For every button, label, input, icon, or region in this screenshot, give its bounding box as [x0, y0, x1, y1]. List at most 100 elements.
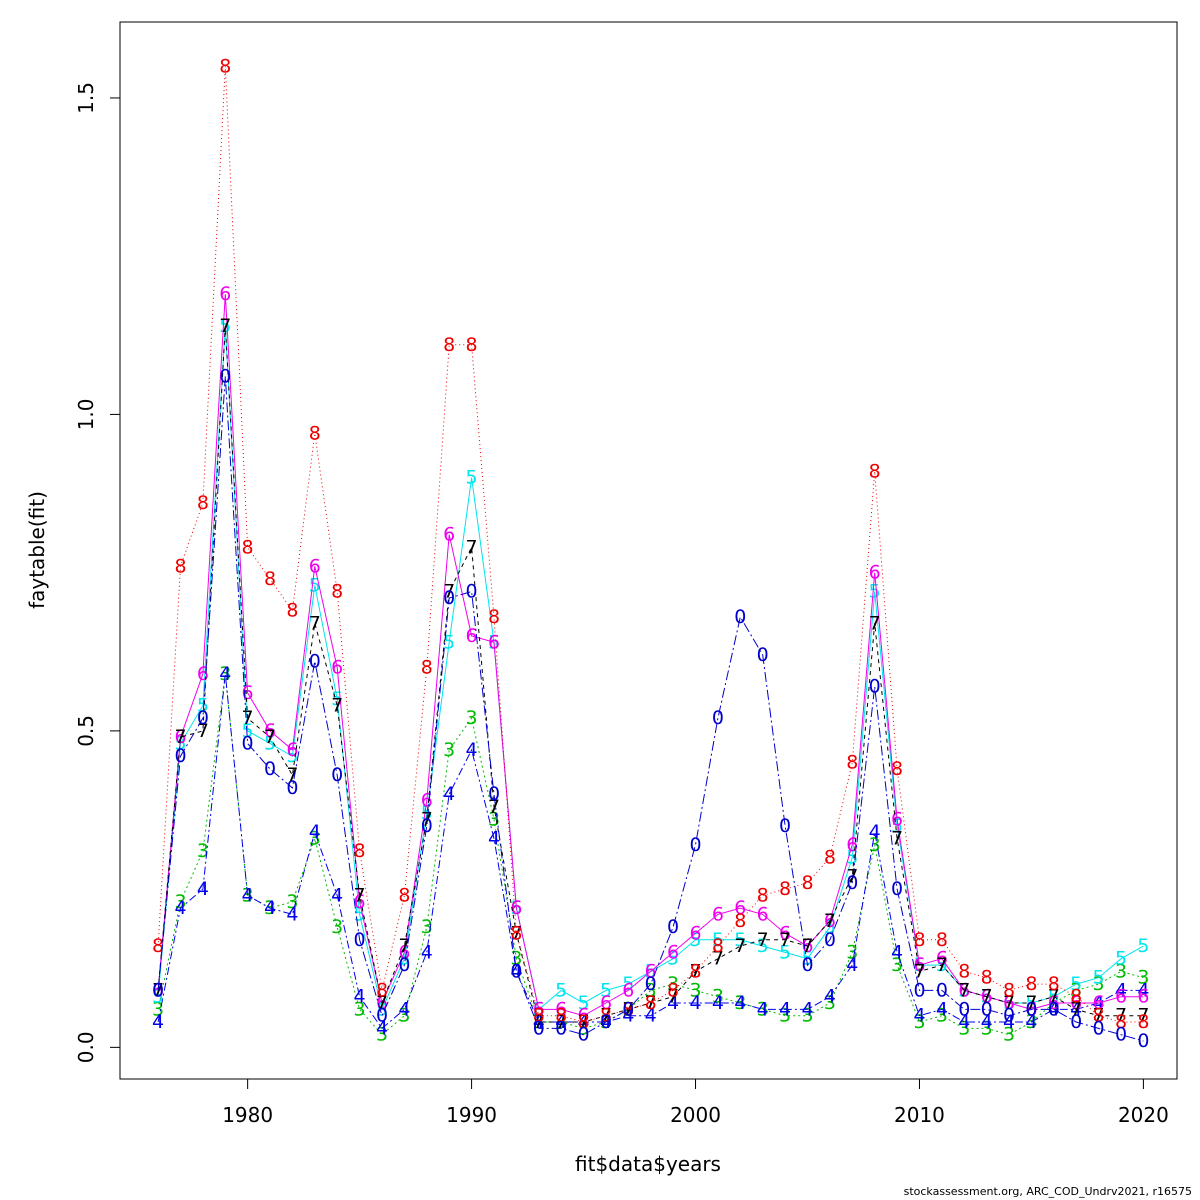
data-point-marker: 6: [510, 897, 522, 919]
data-point-marker: 0: [645, 973, 657, 995]
data-point-marker: 0: [846, 872, 858, 894]
series-line: [157, 325, 1144, 1011]
data-point-marker: 0: [174, 745, 186, 767]
data-point-marker: 3: [488, 809, 500, 831]
data-point-marker: 0: [197, 707, 209, 729]
data-point-marker: 7: [421, 809, 433, 831]
data-point-marker: 3: [466, 707, 478, 729]
data-point-marker: 8: [824, 847, 836, 869]
data-point-marker: 4: [219, 663, 231, 685]
data-point-marker: 7: [331, 695, 343, 717]
data-point-marker: 8: [667, 979, 679, 1001]
y-tick-label: 1.5: [74, 82, 98, 114]
data-point-marker: 8: [421, 657, 433, 679]
data-point-marker: 6: [174, 726, 186, 748]
data-point-marker: 0: [466, 581, 478, 603]
x-tick-label: 2020: [1118, 1103, 1169, 1127]
data-point-marker: 8: [1048, 973, 1060, 995]
data-point-marker: 4: [869, 821, 881, 843]
data-point-marker: 4: [846, 954, 858, 976]
data-point-marker: 7: [958, 979, 970, 1001]
data-point-marker: 0: [286, 777, 298, 799]
data-point-marker: 7: [891, 828, 903, 850]
data-point-marker: 3: [846, 941, 858, 963]
x-axis-label: fit$data$years: [575, 1152, 721, 1176]
data-point-marker: 0: [1048, 998, 1060, 1020]
data-point-marker: 0: [913, 979, 925, 1001]
data-point-marker: 8: [936, 929, 948, 951]
data-point-marker: 3: [242, 884, 254, 906]
x-axis: 1980 1990 2000 2010 2020: [222, 1078, 1169, 1127]
data-point-marker: 5: [1070, 973, 1082, 995]
data-point-marker: 8: [734, 910, 746, 932]
data-point-marker: 7: [757, 929, 769, 951]
data-point-marker: 5: [869, 581, 881, 603]
data-point-marker: 4: [398, 998, 410, 1020]
data-point-marker: 6: [734, 897, 746, 919]
data-point-marker: 8: [869, 460, 881, 482]
data-point-marker: 0: [1093, 1017, 1105, 1039]
data-point-marker: 8: [1115, 1011, 1127, 1033]
data-point-marker: 5: [1093, 967, 1105, 989]
data-point-marker: 7: [264, 726, 276, 748]
data-point-marker: 8: [622, 998, 634, 1020]
y-axis: 0.0 0.5 1.0 1.5: [74, 82, 121, 1063]
data-point-marker: 4: [174, 897, 186, 919]
data-point-marker: 4: [376, 1017, 388, 1039]
data-point-marker: 7: [219, 315, 231, 337]
data-point-marker: 7: [667, 986, 679, 1008]
data-point-marker: 3: [219, 663, 231, 685]
data-point-marker: 8: [152, 935, 164, 957]
data-point-marker: 0: [869, 676, 881, 698]
data-point-marker: 0: [398, 954, 410, 976]
series-line: [157, 376, 1144, 1042]
data-point-marker: 4: [779, 998, 791, 1020]
data-point-marker: 8: [264, 568, 276, 590]
data-point-marker: 8: [555, 1005, 567, 1027]
data-point-marker: 3: [174, 891, 186, 913]
data-point-marker: 0: [376, 1005, 388, 1027]
data-point-marker: 3: [981, 1017, 993, 1039]
data-point-marker: 6: [1093, 992, 1105, 1014]
data-point-marker: 7: [242, 707, 254, 729]
data-point-marker: 8: [197, 492, 209, 514]
x-tick-label: 2010: [894, 1103, 945, 1127]
data-point-marker: 4: [712, 992, 724, 1014]
data-point-marker: 7: [712, 948, 724, 970]
data-point-marker: 8: [1025, 973, 1037, 995]
data-point-marker: 5: [443, 631, 455, 653]
data-point-marker: 0: [734, 606, 746, 628]
data-point-marker: 0: [264, 758, 276, 780]
data-point-marker: 7: [1025, 992, 1037, 1014]
data-point-marker: 0: [757, 644, 769, 666]
data-point-marker: 0: [331, 764, 343, 786]
data-point-marker: 0: [801, 954, 813, 976]
data-point-marker: 3: [1003, 1024, 1015, 1046]
credit-text: stockassessment.org, ARC_COD_Undrv2021, …: [903, 1185, 1192, 1198]
y-tick-label: 0.5: [74, 715, 98, 747]
data-point-marker: 6: [622, 979, 634, 1001]
data-point-marker: 3: [286, 891, 298, 913]
data-point-marker: 6: [869, 562, 881, 584]
data-point-marker: 8: [578, 1011, 590, 1033]
data-point-marker: 0: [219, 365, 231, 387]
data-point-marker: 6: [1070, 992, 1082, 1014]
data-point-marker: 5: [242, 720, 254, 742]
data-point-marker: 3: [354, 998, 366, 1020]
data-point-marker: 0: [354, 929, 366, 951]
data-point-marker: 8: [443, 334, 455, 356]
data-point-marker: 8: [801, 872, 813, 894]
data-point-marker: 0: [1025, 998, 1037, 1020]
data-point-marker: 5: [779, 941, 791, 963]
data-point-marker: 3: [757, 998, 769, 1020]
data-point-marker: 7: [824, 910, 836, 932]
data-point-marker: 6: [958, 979, 970, 1001]
data-point-marker: 5: [712, 929, 724, 951]
data-point-marker: 6: [488, 631, 500, 653]
data-point-marker: 8: [712, 935, 724, 957]
data-point-marker: 0: [981, 998, 993, 1020]
data-point-marker: 0: [667, 916, 679, 938]
